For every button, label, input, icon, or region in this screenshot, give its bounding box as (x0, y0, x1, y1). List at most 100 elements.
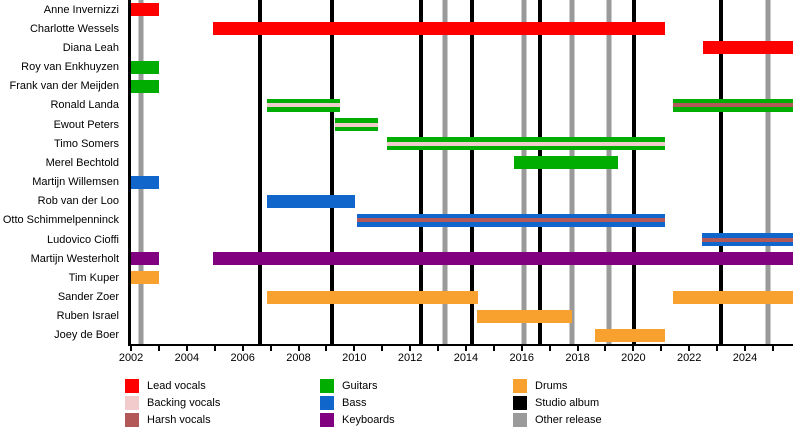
x-tick (185, 346, 188, 351)
other-release-line (606, 0, 612, 345)
timeline-bar-guitars (386, 137, 665, 151)
x-axis-year-label: 2018 (565, 352, 590, 364)
member-name: Martijn Westerholt (30, 252, 119, 265)
x-axis-line (128, 344, 793, 346)
x-axis-year-label: 2010 (342, 352, 367, 364)
x-tick (520, 346, 523, 351)
legend-label: Harsh vocals (147, 414, 211, 426)
member-name: Charlotte Wessels (29, 22, 119, 35)
legend-swatch-guitars (320, 379, 334, 393)
x-tick (297, 346, 300, 351)
other-release-line (442, 0, 448, 345)
x-axis-year-label: 2022 (676, 352, 702, 364)
x-tick (660, 346, 663, 351)
x-tick (716, 346, 719, 351)
x-axis-year-label: 2014 (453, 352, 479, 364)
other-release-line (521, 0, 527, 345)
member-name: Ludovico Cioffi (47, 233, 119, 246)
timeline-bar-drums (477, 309, 572, 323)
role-stripe-harsh (357, 218, 665, 223)
legend-swatch-bass (320, 396, 334, 410)
x-axis-year-label: 2012 (397, 352, 423, 364)
timeline-bar-lead (213, 22, 665, 36)
timeline-bar-lead (131, 3, 159, 17)
legend-label: Other release (535, 414, 602, 426)
x-tick (325, 346, 328, 351)
member-name: Rob van der Loo (37, 195, 119, 208)
other-release-line (138, 0, 144, 345)
legend: Lead vocals Backing vocals Harsh vocals Gui… (0, 372, 800, 430)
timeline-bar-guitars (131, 60, 159, 74)
plot-area (128, 0, 793, 346)
legend-label: Bass (342, 397, 367, 409)
member-name: Ewout Peters (53, 118, 119, 131)
member-name: Otto Schimmelpenninck (2, 214, 119, 227)
x-axis-year-label: 2006 (230, 352, 255, 364)
x-tick (269, 346, 272, 351)
legend-swatch-other (513, 413, 527, 427)
x-tick (492, 346, 495, 351)
timeline-bar-guitars (131, 79, 159, 93)
x-axis-year-label: 2002 (118, 352, 144, 364)
timeline-bar-lead (703, 41, 793, 55)
legend-swatch-lead (125, 379, 139, 393)
timeline-bar-bass (131, 175, 159, 189)
role-stripe-harsh (701, 237, 793, 242)
studio-album-line (329, 0, 334, 345)
x-tick (213, 346, 216, 351)
x-axis-year-label: 2016 (509, 352, 534, 364)
member-name: Anne Invernizzi (43, 3, 119, 16)
x-tick (464, 346, 467, 351)
member-name: Martijn Willemsen (32, 176, 119, 189)
member-name: Joey de Boer (54, 329, 119, 342)
member-name: Tim Kuper (68, 271, 119, 284)
role-stripe-harsh (673, 103, 793, 108)
legend-label: Drums (535, 380, 568, 392)
member-name: Merel Bechtold (45, 156, 119, 169)
member-labels: Anne Invernizzi Charlotte Wessels Diana Le… (0, 0, 124, 345)
role-stripe-backing (335, 122, 379, 127)
member-name: Timo Somers (54, 137, 119, 150)
legend-swatch-harsh (125, 413, 139, 427)
x-tick (241, 346, 244, 351)
role-stripe-backing (386, 141, 665, 146)
member-name: Diana Leah (62, 41, 119, 54)
legend-swatch-album (513, 396, 527, 410)
timeline-bar-guitars (513, 156, 619, 170)
timeline-bar-drums (131, 271, 159, 285)
timeline-bar-guitars (673, 98, 793, 112)
x-tick (688, 346, 691, 351)
timeline-bar-drums (595, 328, 665, 342)
x-tick (744, 346, 746, 351)
timeline-bar-keyboards (213, 252, 793, 266)
studio-album-line (419, 0, 423, 345)
timeline-bar-bass (701, 233, 793, 247)
legend-label: Lead vocals (147, 380, 206, 392)
timeline-bar-bass (266, 194, 356, 208)
legend-swatch-keyboards (320, 413, 334, 427)
member-name: Sander Zoer (57, 291, 119, 304)
x-axis-year-label: 2020 (621, 352, 646, 364)
x-axis-year-label: 2008 (286, 352, 311, 364)
y-axis-line (128, 0, 131, 345)
x-tick (771, 346, 774, 351)
x-labels: 2002 2004 2006 2008 2010 2012 2014 2016 2018 2020… (119, 352, 793, 366)
timeline-bar-drums (266, 290, 478, 304)
studio-album-line (257, 0, 262, 345)
legend-label: Studio album (535, 397, 600, 409)
timeline-bar-keyboards (131, 252, 159, 266)
other-release-line (569, 0, 575, 345)
timeline-bar-drums (673, 290, 793, 304)
x-axis-year-label: 2004 (174, 352, 200, 364)
x-tick (409, 346, 412, 351)
x-tick (157, 346, 160, 351)
x-ticks (128, 346, 793, 352)
timeline-bar-guitars (266, 98, 341, 112)
legend-label: Keyboards (342, 414, 395, 426)
x-tick (576, 346, 579, 351)
legend-label: Backing vocals (147, 397, 221, 409)
member-name: Frank van der Meijden (9, 80, 119, 93)
x-tick (353, 346, 356, 351)
x-axis-year-label: 2024 (732, 352, 758, 364)
